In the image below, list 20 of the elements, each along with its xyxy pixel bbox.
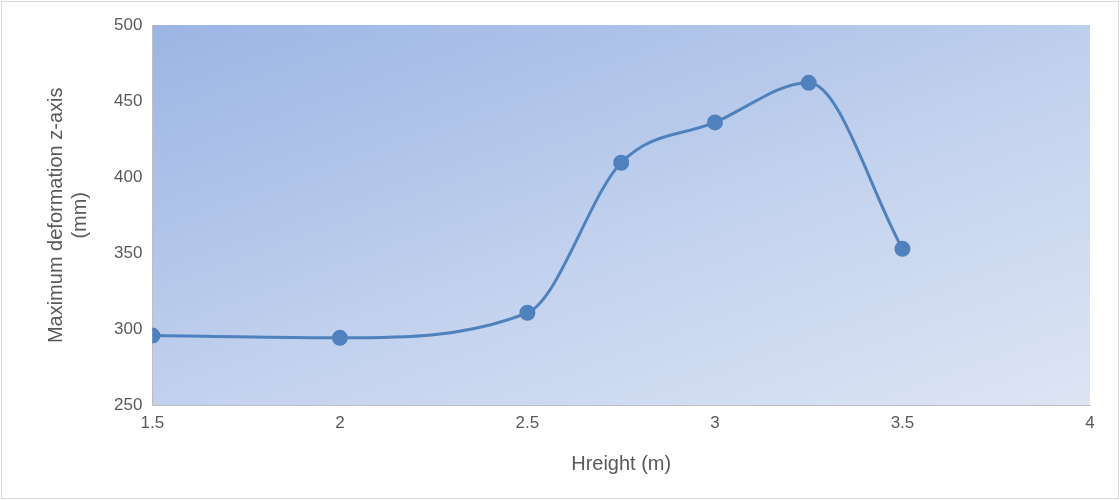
y-tick-label: 300 bbox=[113, 319, 143, 339]
x-tick-label: 3 bbox=[710, 413, 720, 433]
point bbox=[800, 74, 817, 91]
x-tick-label: 2.5 bbox=[515, 413, 540, 433]
point bbox=[706, 114, 723, 131]
point bbox=[613, 154, 630, 171]
y-tick-label: 250 bbox=[113, 395, 143, 415]
y-tick-label: 450 bbox=[113, 90, 143, 110]
point bbox=[894, 240, 911, 257]
y-tick-label: 400 bbox=[113, 166, 143, 186]
y-axis-title: Maximum deformation z-axis (mm) bbox=[43, 87, 90, 344]
point bbox=[331, 329, 348, 346]
x-axis-title: Hreight (m) bbox=[571, 451, 672, 474]
y-tick-label: 500 bbox=[113, 14, 143, 34]
y-tick-label: 350 bbox=[113, 243, 143, 263]
x-tick-label: 3.5 bbox=[890, 413, 915, 433]
point bbox=[519, 304, 536, 321]
x-tick-label: 2 bbox=[335, 413, 345, 433]
x-tick-label: 4 bbox=[1085, 413, 1095, 433]
x-tick-label: 1.5 bbox=[140, 413, 165, 433]
